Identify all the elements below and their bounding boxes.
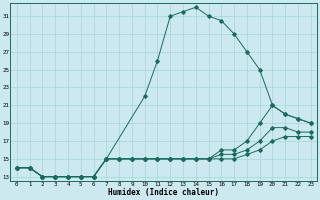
X-axis label: Humidex (Indice chaleur): Humidex (Indice chaleur) [108, 188, 219, 197]
